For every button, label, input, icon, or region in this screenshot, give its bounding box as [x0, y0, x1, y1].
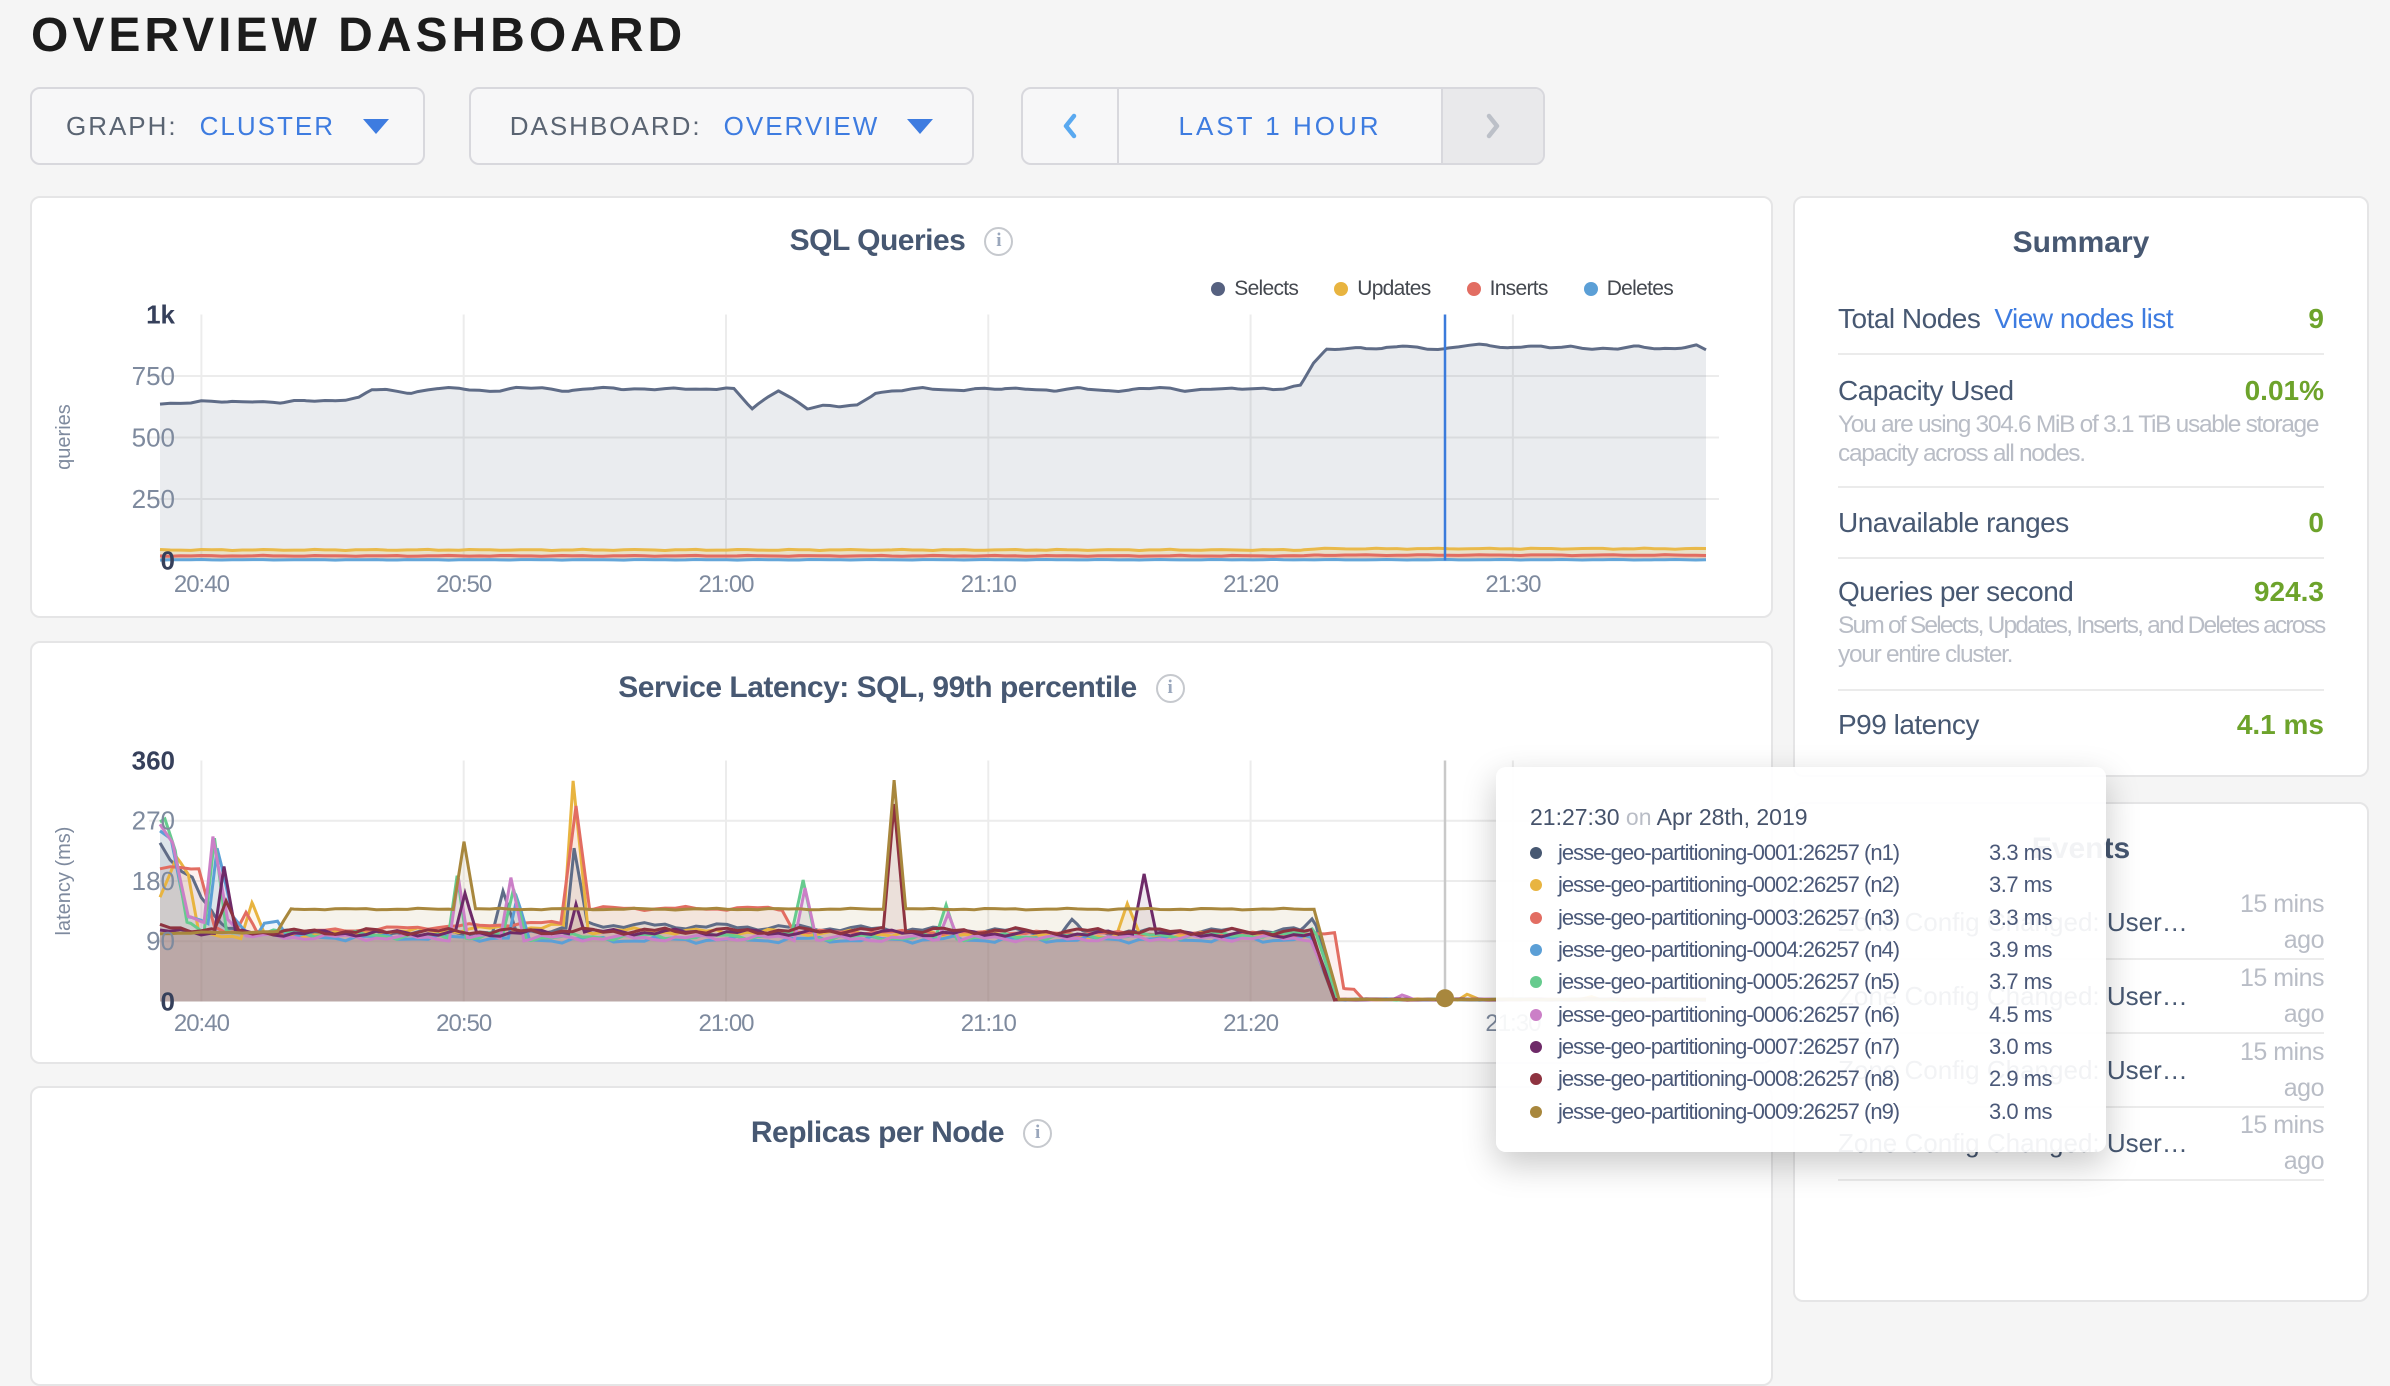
svg-text:21:10: 21:10	[961, 1010, 1017, 1037]
svg-text:270: 270	[132, 806, 175, 836]
svg-text:21:30: 21:30	[1485, 571, 1541, 598]
svg-text:20:50: 20:50	[436, 571, 492, 598]
svg-text:21:10: 21:10	[961, 571, 1017, 598]
svg-text:500: 500	[132, 423, 175, 453]
svg-text:20:50: 20:50	[436, 1010, 492, 1037]
svg-text:21:20: 21:20	[1223, 1010, 1279, 1037]
svg-text:250: 250	[132, 484, 175, 514]
svg-text:180: 180	[132, 866, 175, 896]
svg-text:queries: queries	[53, 404, 75, 470]
svg-text:latency (ms): latency (ms)	[53, 827, 75, 936]
svg-text:90: 90	[146, 926, 175, 956]
svg-text:21:00: 21:00	[698, 571, 754, 598]
svg-text:360: 360	[132, 746, 175, 776]
svg-text:20:40: 20:40	[174, 571, 230, 598]
svg-text:20:40: 20:40	[174, 1010, 230, 1037]
svg-text:750: 750	[132, 361, 175, 391]
svg-text:21:00: 21:00	[698, 1010, 754, 1037]
svg-text:1k: 1k	[146, 300, 175, 330]
svg-text:0: 0	[161, 546, 175, 576]
svg-text:21:20: 21:20	[1223, 571, 1279, 598]
svg-text:0: 0	[161, 987, 175, 1017]
